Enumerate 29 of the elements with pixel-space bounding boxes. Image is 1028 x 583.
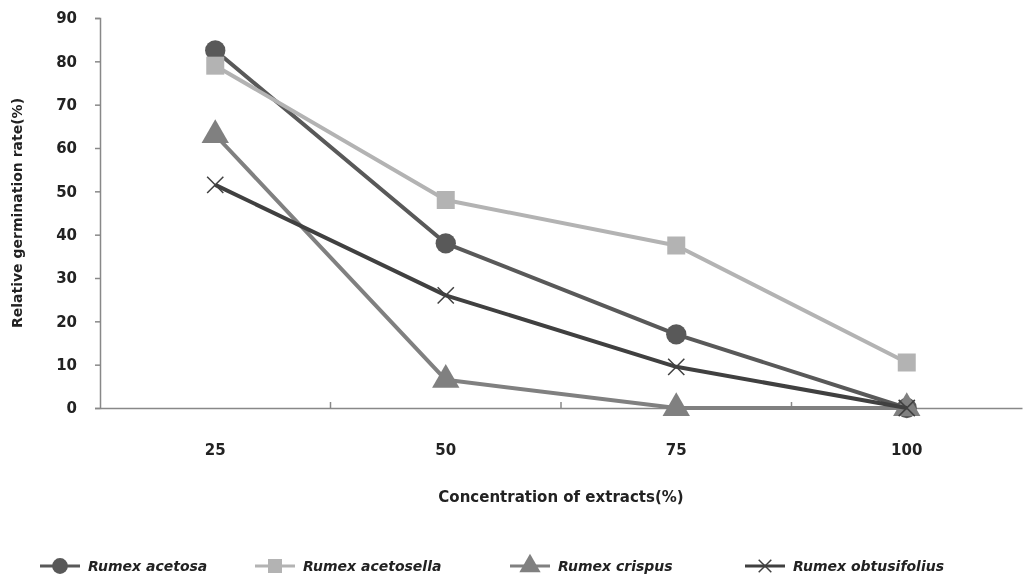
x-tick-label: 100: [891, 440, 923, 459]
y-tick-label: 20: [56, 312, 77, 331]
legend-label: Rumex acetosella: [303, 558, 442, 574]
x-axis-title: Concentration of extracts(%): [438, 488, 684, 506]
y-tick-label: 10: [56, 355, 77, 374]
y-tick-label: 40: [56, 225, 77, 244]
point: [206, 175, 225, 194]
point: [666, 324, 687, 345]
y-tick-label: 80: [56, 52, 77, 71]
y-axis-title: Relative germination rate(%): [9, 97, 25, 329]
point: [436, 286, 455, 305]
x-tick-label: 50: [435, 440, 457, 459]
legend-label: Rumex crispus: [558, 558, 673, 574]
y-tick-label: 70: [56, 95, 77, 114]
point: [436, 191, 455, 209]
y-tick-label: 50: [56, 182, 77, 201]
x-tick-label: 25: [204, 440, 226, 459]
y-tick-label: 60: [56, 139, 77, 158]
point: [667, 236, 686, 255]
legend-label: Rumex obtusifolius: [793, 558, 945, 574]
point: [667, 357, 686, 376]
y-tick-label: 90: [56, 9, 77, 28]
x-tick-label: 75: [665, 440, 687, 459]
point: [206, 56, 225, 75]
point: [897, 353, 916, 372]
y-tick-label: 30: [56, 269, 77, 288]
y-tick-label: 0: [66, 399, 77, 418]
point: [435, 233, 456, 254]
legend-label: Rumex acetosa: [88, 558, 208, 574]
